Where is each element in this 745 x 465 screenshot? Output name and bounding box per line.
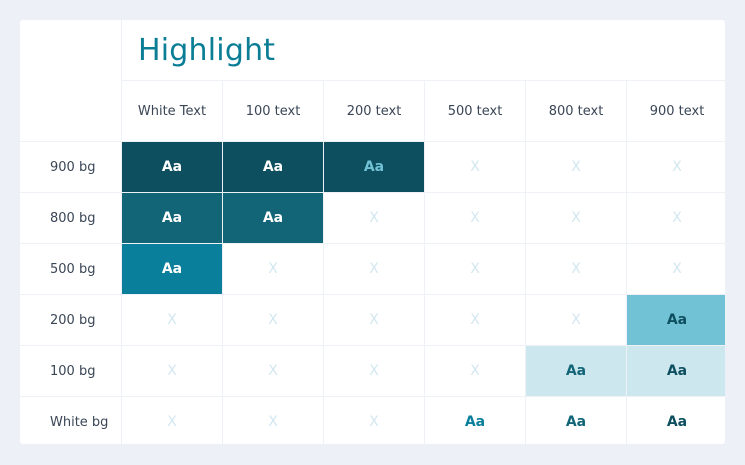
contrast-fail-mark: X xyxy=(526,244,626,294)
row-header: 500 bg xyxy=(20,244,121,294)
column-header-100-text: 100 text xyxy=(223,81,323,141)
contrast-fail-mark: X xyxy=(425,346,525,396)
contrast-fail-mark: X xyxy=(627,193,725,243)
contrast-swatch: Aa xyxy=(526,346,626,396)
contrast-fail-mark: X xyxy=(526,295,626,345)
contrast-fail-mark: X xyxy=(425,295,525,345)
contrast-fail-mark: X xyxy=(627,142,725,192)
contrast-fail-mark: X xyxy=(425,244,525,294)
contrast-matrix-card: Highlight White Text 100 text 200 text 5… xyxy=(20,20,725,444)
contrast-fail-mark: X xyxy=(324,295,424,345)
contrast-fail-mark: X xyxy=(223,244,323,294)
contrast-fail-mark: X xyxy=(324,193,424,243)
column-header-500-text: 500 text xyxy=(425,81,525,141)
contrast-fail-mark: X xyxy=(122,295,222,345)
contrast-fail-mark: X xyxy=(425,193,525,243)
contrast-swatch: Aa xyxy=(122,142,222,192)
contrast-fail-mark: X xyxy=(526,193,626,243)
contrast-swatch: Aa xyxy=(627,295,725,345)
contrast-fail-mark: X xyxy=(526,142,626,192)
corner-cell xyxy=(20,20,121,141)
row-header: 800 bg xyxy=(20,193,121,243)
contrast-swatch: Aa xyxy=(627,397,725,444)
row-header: 900 bg xyxy=(20,142,121,192)
column-header-white-text: White Text xyxy=(122,81,222,141)
column-header-200-text: 200 text xyxy=(324,81,424,141)
row-header: White bg xyxy=(20,397,121,444)
contrast-fail-mark: X xyxy=(627,244,725,294)
contrast-swatch: Aa xyxy=(122,244,222,294)
contrast-fail-mark: X xyxy=(223,346,323,396)
contrast-swatch: Aa xyxy=(425,397,525,444)
row-header: 200 bg xyxy=(20,295,121,345)
contrast-fail-mark: X xyxy=(122,346,222,396)
page-title: Highlight xyxy=(122,20,725,80)
contrast-swatch: Aa xyxy=(223,142,323,192)
contrast-swatch: Aa xyxy=(223,193,323,243)
contrast-swatch: Aa xyxy=(627,346,725,396)
contrast-fail-mark: X xyxy=(223,295,323,345)
row-header: 100 bg xyxy=(20,346,121,396)
contrast-fail-mark: X xyxy=(425,142,525,192)
contrast-swatch: Aa xyxy=(324,142,424,192)
contrast-fail-mark: X xyxy=(324,397,424,444)
contrast-swatch: Aa xyxy=(526,397,626,444)
contrast-matrix-grid: Highlight White Text 100 text 200 text 5… xyxy=(20,20,725,444)
contrast-fail-mark: X xyxy=(223,397,323,444)
column-header-900-text: 900 text xyxy=(627,81,725,141)
contrast-fail-mark: X xyxy=(324,346,424,396)
column-header-800-text: 800 text xyxy=(526,81,626,141)
contrast-fail-mark: X xyxy=(122,397,222,444)
contrast-swatch: Aa xyxy=(122,193,222,243)
contrast-fail-mark: X xyxy=(324,244,424,294)
